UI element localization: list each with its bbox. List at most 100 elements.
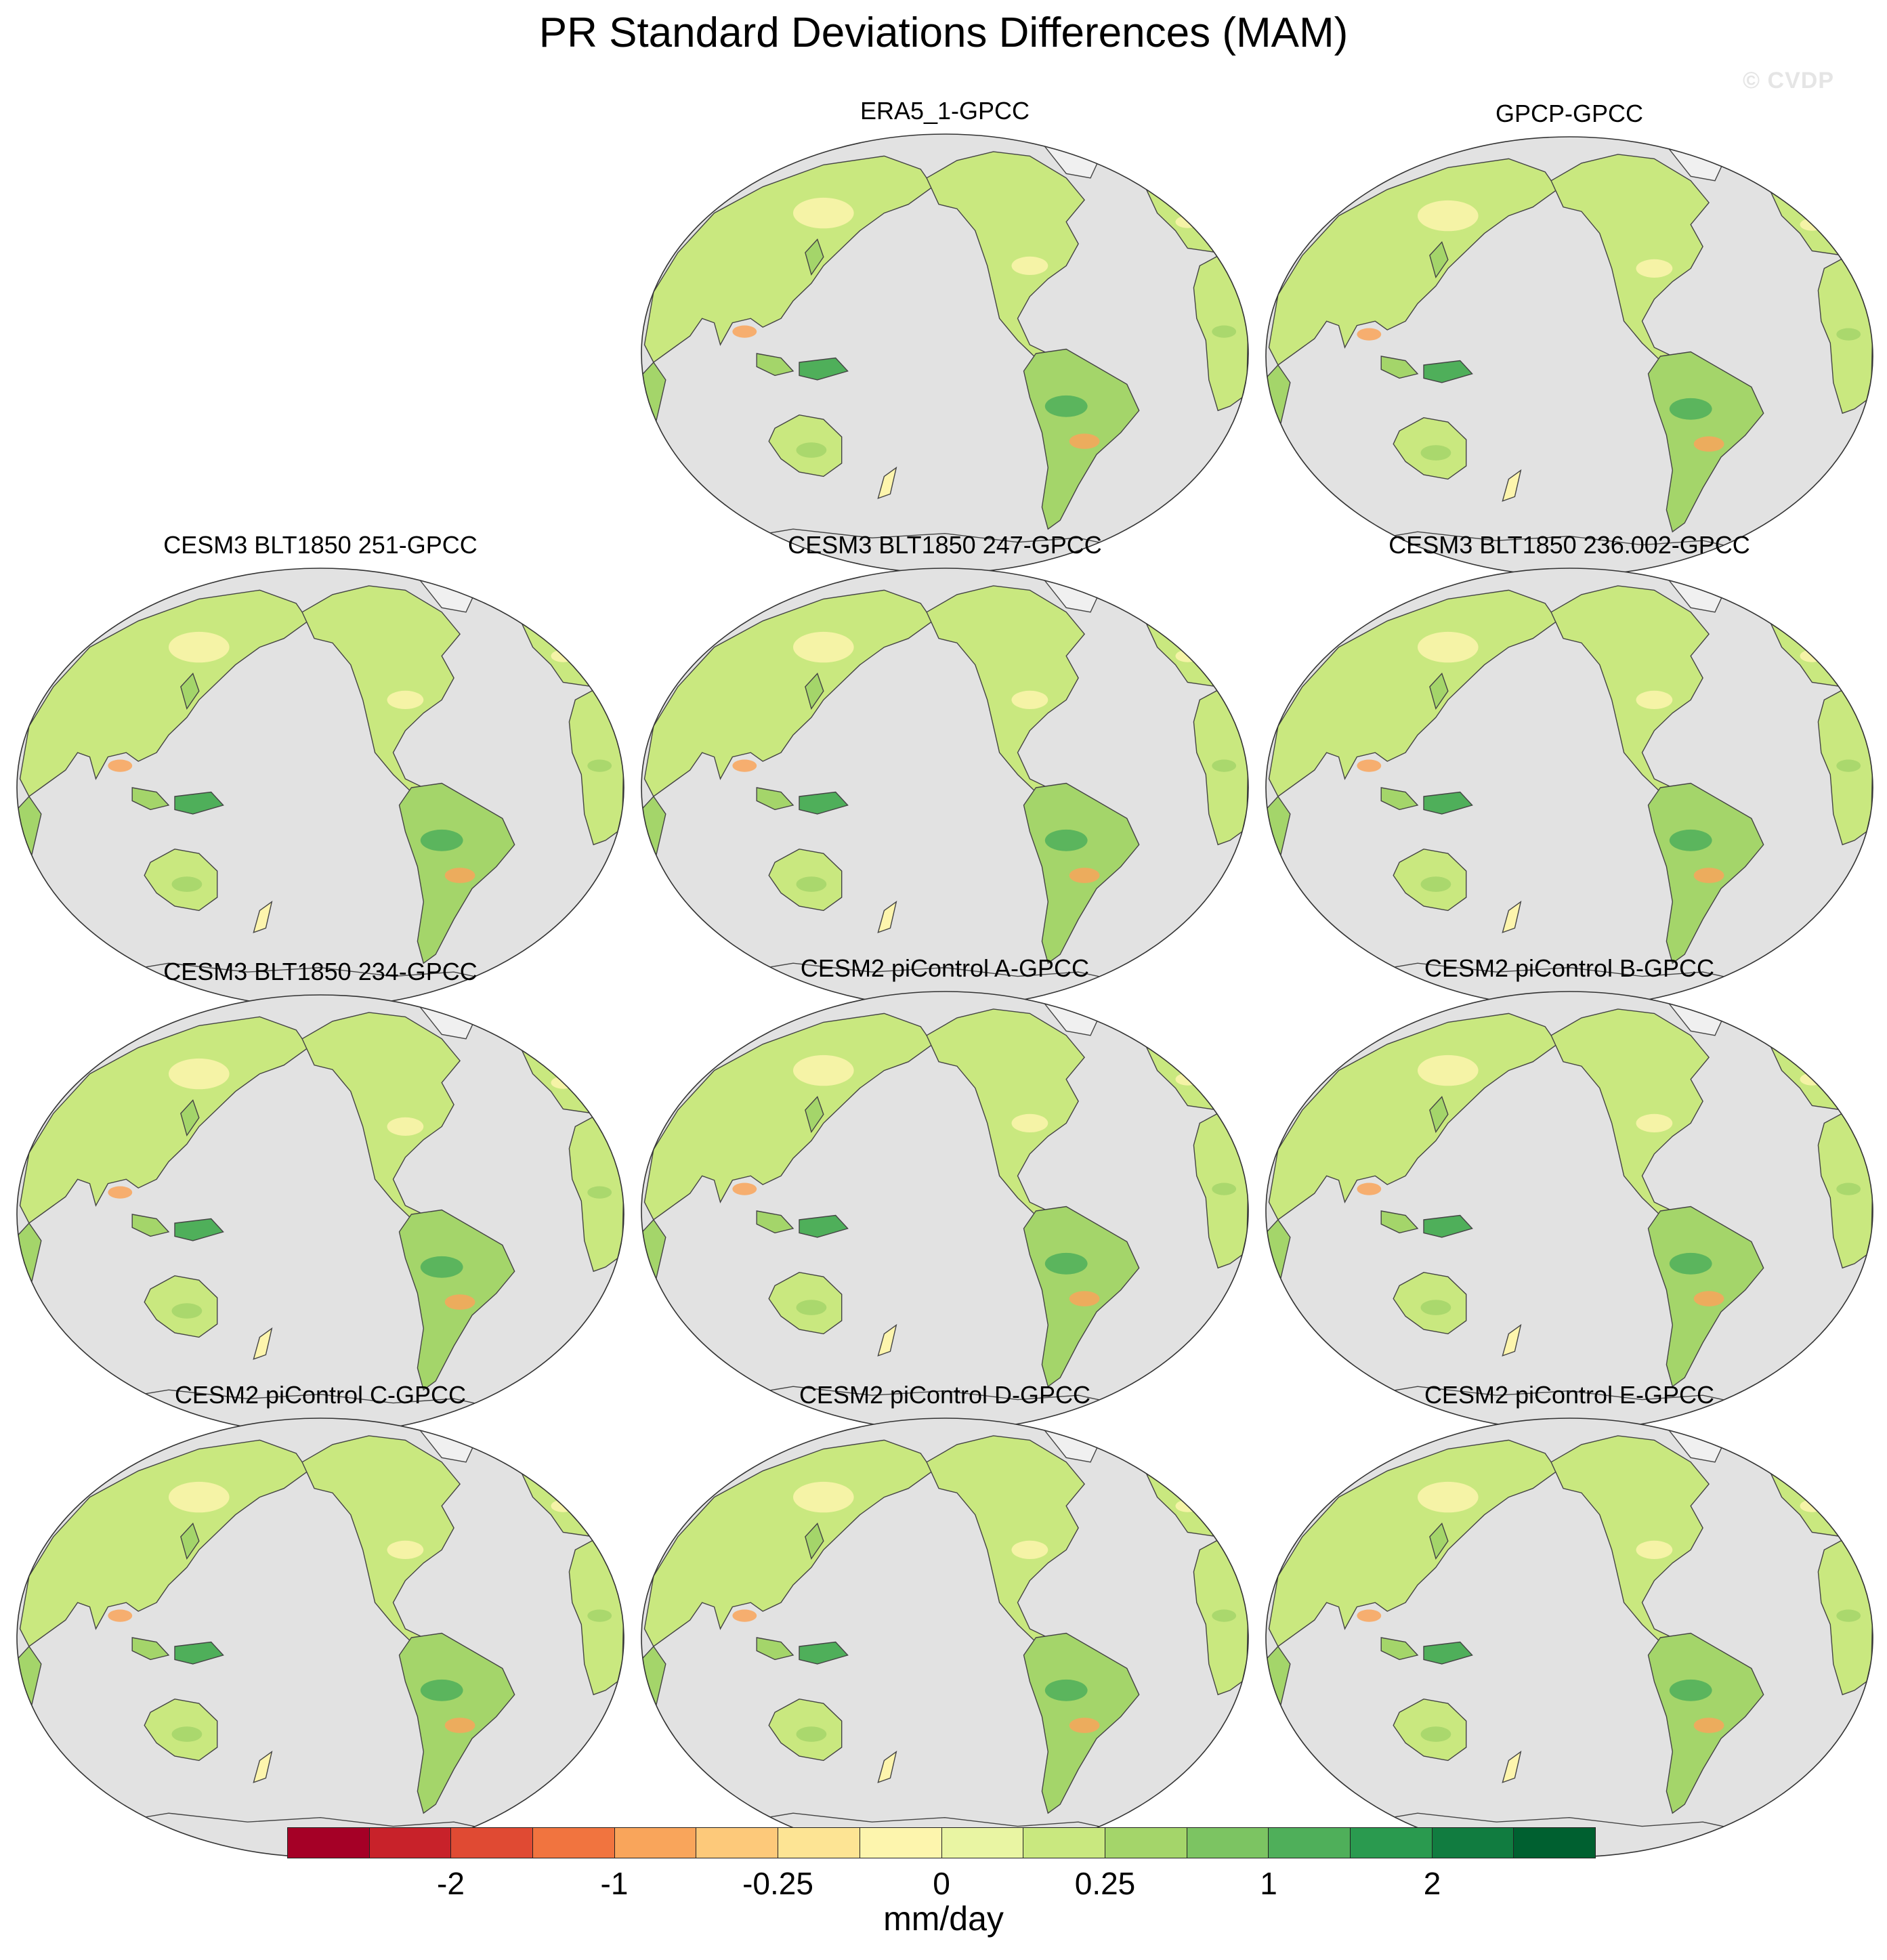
landmass-japan — [180, 1522, 200, 1560]
landmass-eurasia — [19, 1439, 310, 1648]
world-map — [1265, 136, 1873, 576]
field-anomaly — [1420, 1726, 1451, 1742]
land-layer — [641, 995, 1248, 1430]
landmass-indonesia1 — [756, 1637, 794, 1661]
field-anomaly — [1636, 259, 1673, 278]
colorbar-swatch — [860, 1828, 942, 1858]
landmass-eurasia — [643, 155, 934, 364]
world-map — [16, 568, 624, 1008]
colorbar-swatch — [288, 1828, 370, 1858]
landmass-indonesia2 — [1423, 1214, 1473, 1238]
field-anomaly — [1418, 1054, 1479, 1086]
colorbar-swatch — [696, 1828, 779, 1858]
colorbar-units: mm/day — [883, 1900, 1004, 1938]
field-anomaly — [732, 1183, 757, 1195]
landmass-eurasia — [643, 1013, 934, 1221]
landmass-indonesia2 — [1423, 791, 1473, 815]
field-anomaly — [1836, 1609, 1861, 1622]
colorbar-tick-label: 2 — [1423, 1866, 1441, 1901]
landmass-eurasia — [643, 589, 934, 798]
field-anomaly — [793, 1481, 854, 1513]
landmass-indonesia1 — [131, 1637, 170, 1661]
landmass-indonesia2 — [174, 791, 224, 815]
panel-title: CESM2 piControl C-GPCC — [174, 1381, 467, 1409]
landmass-indonesia2 — [1423, 360, 1473, 383]
field-anomaly — [1212, 759, 1237, 772]
landmass-japan — [180, 673, 200, 710]
colorbar-swatch — [614, 1828, 697, 1858]
world-map — [16, 1418, 624, 1858]
panel-title: CESM2 piControl E-GPCC — [1424, 1381, 1715, 1409]
landmass-eurasia — [1268, 1013, 1559, 1221]
landmass-japan — [1429, 241, 1449, 279]
map-panel-gpcp: GPCP-GPCC — [1261, 102, 1878, 582]
landmass-northAmerica — [926, 585, 1086, 793]
colorbar-swatch — [941, 1828, 1024, 1858]
field-anomaly — [1669, 1252, 1712, 1275]
world-map — [1265, 991, 1873, 1431]
landmass-northAmerica — [301, 1435, 461, 1643]
colorbar-swatch — [1023, 1828, 1105, 1858]
landmass-nz — [1502, 469, 1522, 502]
landmass-northAmerica — [926, 1008, 1086, 1216]
landmass-eurasia — [19, 1016, 310, 1224]
field-anomaly — [171, 1303, 203, 1319]
colorbar-tick-label: 1 — [1260, 1866, 1277, 1901]
landmass-eurasia — [1268, 1439, 1559, 1648]
field-anomaly — [387, 690, 424, 709]
world-map — [1265, 568, 1873, 1008]
field-anomaly — [732, 1609, 757, 1622]
landmass-indonesia2 — [1423, 1641, 1473, 1665]
landmass-indonesia2 — [174, 1218, 224, 1241]
landmass-japan — [805, 1096, 824, 1134]
landmass-northAmerica — [301, 1012, 461, 1220]
field-anomaly — [1044, 395, 1088, 417]
landmass-nz — [877, 1323, 897, 1357]
field-anomaly — [1011, 690, 1048, 709]
panel-title: CESM2 piControl D-GPCC — [799, 1381, 1091, 1409]
landmass-northAmerica — [1550, 1435, 1710, 1643]
landmass-nz — [253, 900, 273, 933]
map-panel-cesm2-a: CESM2 piControl A-GPCC — [637, 956, 1253, 1437]
colorbar-swatch — [1269, 1828, 1351, 1858]
landmass-nz — [877, 1750, 897, 1783]
landmass-nz — [1502, 1750, 1522, 1783]
map-panel-cesm2-e: CESM2 piControl E-GPCC — [1261, 1383, 1878, 1864]
panel-title: CESM3 BLT1850 236.002-GPCC — [1388, 531, 1750, 559]
field-anomaly — [1212, 1609, 1237, 1622]
field-anomaly — [108, 1186, 133, 1199]
landmass-indonesia1 — [1380, 787, 1419, 811]
landmass-nz — [1502, 900, 1522, 933]
field-anomaly — [1669, 1679, 1712, 1701]
field-anomaly — [1069, 1291, 1100, 1306]
landmass-nz — [253, 1750, 273, 1783]
world-map — [16, 994, 624, 1434]
field-anomaly — [1836, 759, 1861, 772]
field-anomaly — [1693, 1718, 1724, 1733]
field-anomaly — [587, 759, 612, 772]
map-panel-cesm2-d: CESM2 piControl D-GPCC — [637, 1383, 1253, 1864]
landmass-indonesia1 — [1380, 356, 1419, 379]
land-layer — [1266, 140, 1873, 576]
colorbar-swatch — [1514, 1828, 1595, 1858]
colorbar-swatch — [1187, 1828, 1269, 1858]
landmass-northAmerica — [1550, 585, 1710, 793]
landmass-indonesia1 — [756, 1210, 794, 1234]
field-anomaly — [1693, 436, 1724, 452]
field-anomaly — [1044, 1679, 1088, 1701]
field-anomaly — [1011, 256, 1048, 275]
field-anomaly — [1357, 759, 1382, 772]
landmass-indonesia1 — [131, 1214, 170, 1237]
field-anomaly — [1044, 829, 1088, 851]
colorbar-tick-label: 0.25 — [1074, 1866, 1136, 1901]
landmass-eurasia — [1268, 158, 1559, 366]
field-anomaly — [1693, 1291, 1724, 1306]
panel-title: CESM3 BLT1850 247-GPCC — [788, 531, 1102, 559]
panel-title: CESM3 BLT1850 234-GPCC — [163, 958, 478, 985]
landmass-northAmerica — [1550, 154, 1710, 362]
landmass-indonesia2 — [799, 1214, 849, 1238]
field-anomaly — [1420, 445, 1451, 461]
field-anomaly — [1636, 1113, 1673, 1132]
land-layer — [641, 1422, 1248, 1857]
field-anomaly — [444, 1294, 475, 1310]
